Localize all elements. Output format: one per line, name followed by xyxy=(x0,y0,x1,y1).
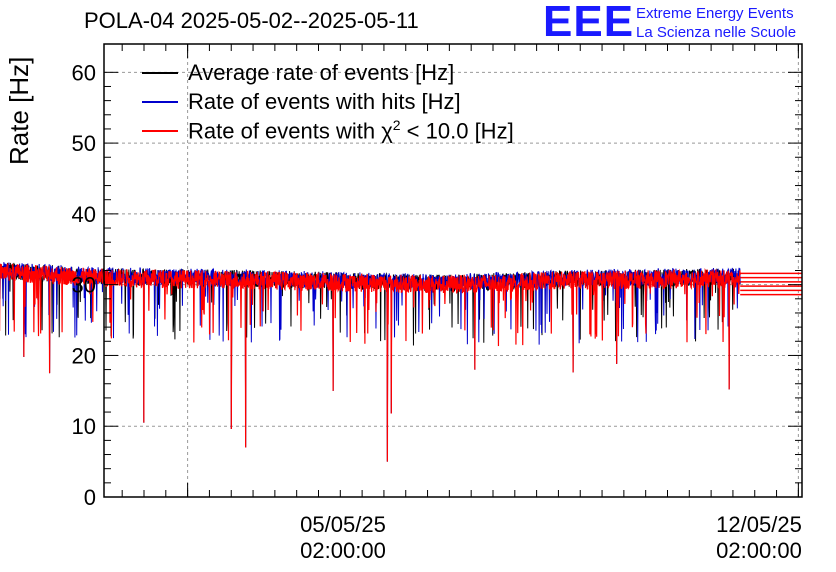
legend-swatch-chi2 xyxy=(142,129,178,132)
legend-label-hits: Rate of events with hits [Hz] xyxy=(188,88,461,114)
legend-swatch-hits xyxy=(142,100,178,103)
y-tick-label-0: 0 xyxy=(84,485,96,510)
chart-title: POLA-04 2025-05-02--2025-05-11 xyxy=(84,8,419,33)
y-tick-label-6: 60 xyxy=(72,60,96,85)
legend-swatch-average xyxy=(142,71,178,74)
legend-item-hits: Rate of events with hits [Hz] xyxy=(142,87,514,116)
legend-label-chi2-sup: 2 xyxy=(392,116,401,133)
legend-label-average: Average rate of events [Hz] xyxy=(188,59,455,85)
legend-label-chi2-main: Rate of events with χ xyxy=(188,118,393,144)
logo-caption: Extreme Energy Events La Scienza nelle S… xyxy=(636,4,796,42)
legend-item-chi2: Rate of events with χ2 < 10.0 [Hz] xyxy=(142,116,514,145)
y-tick-label-5: 50 xyxy=(72,131,96,156)
x-tick-time-0: 02:00:00 xyxy=(300,538,386,563)
y-tick-label-1: 10 xyxy=(72,414,96,439)
eee-logo: EEE xyxy=(543,0,635,46)
logo-caption-line2: La Scienza nelle Scuole xyxy=(636,24,797,41)
legend: Average rate of events [Hz] Rate of even… xyxy=(142,58,514,145)
x-tick-date-0: 05/05/25 xyxy=(300,512,386,537)
y-axis-label: Rate [Hz] xyxy=(4,56,34,165)
y-tick-label-3: 30 xyxy=(72,273,96,298)
x-tick-date-1: 12/05/25 xyxy=(716,512,802,537)
y-tick-label-2: 20 xyxy=(72,343,96,368)
series-chi2-line xyxy=(0,263,741,462)
x-tick-label-0: 05/05/25 02:00:00 xyxy=(300,512,386,564)
x-tick-label-1: 12/05/25 02:00:00 xyxy=(716,512,802,564)
legend-label-chi2: Rate of events with χ2 < 10.0 [Hz] xyxy=(188,117,514,144)
legend-label-chi2-suffix: < 10.0 [Hz] xyxy=(400,118,514,144)
y-tick-label-4: 40 xyxy=(72,202,96,227)
logo-caption-line1: Extreme Energy Events xyxy=(636,5,794,22)
legend-item-average: Average rate of events [Hz] xyxy=(142,58,514,87)
x-tick-time-1: 02:00:00 xyxy=(716,538,802,563)
